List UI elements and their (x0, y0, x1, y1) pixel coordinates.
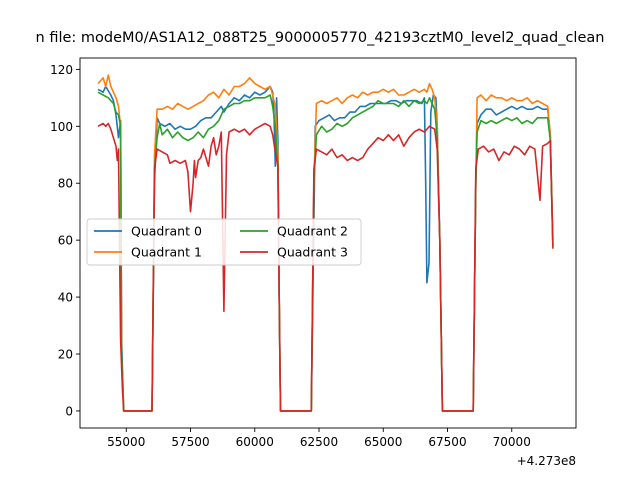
y-axis: 0 20 40 60 80 100 120 (50, 63, 80, 418)
y-tick-label: 20 (58, 348, 73, 362)
x-tick-label: 57500 (171, 435, 209, 449)
y-tick-label: 60 (58, 234, 73, 248)
axes-frame (79, 57, 577, 429)
x-tick-label: 55000 (107, 435, 145, 449)
y-tick-label: 100 (50, 120, 73, 134)
y-tick-label: 80 (58, 177, 73, 191)
legend: Quadrant 0 Quadrant 1 Quadrant 2 Quadrant 3 (86, 218, 362, 266)
legend-box (86, 218, 362, 266)
series-line-quadrant-1 (97, 74, 554, 412)
series-line-quadrant-0 (97, 85, 554, 412)
x-tick-label: 65000 (364, 435, 402, 449)
x-axis: 55000 57500 60000 62500 65000 67500 70000 (107, 428, 531, 449)
series-line-quadrant-2 (97, 91, 554, 412)
x-tick-label: 62500 (300, 435, 338, 449)
legend-label: Quadrant 3 (277, 245, 348, 260)
plot-area (97, 74, 554, 412)
series-line-quadrant-3 (97, 122, 554, 412)
x-tick-label: 70000 (493, 435, 531, 449)
chart-title: n file: modeM0/AS1A12_088T25_9000005770_… (36, 30, 605, 46)
legend-label: Quadrant 1 (131, 245, 202, 260)
y-tick-label: 40 (58, 291, 73, 305)
y-tick-label: 120 (50, 63, 73, 77)
x-tick-label: 67500 (428, 435, 466, 449)
x-tick-label: 60000 (236, 435, 274, 449)
legend-label: Quadrant 0 (131, 224, 202, 239)
y-tick-label: 0 (65, 404, 73, 418)
x-axis-offset-text: +4.273e8 (517, 454, 576, 468)
legend-label: Quadrant 2 (277, 224, 348, 239)
